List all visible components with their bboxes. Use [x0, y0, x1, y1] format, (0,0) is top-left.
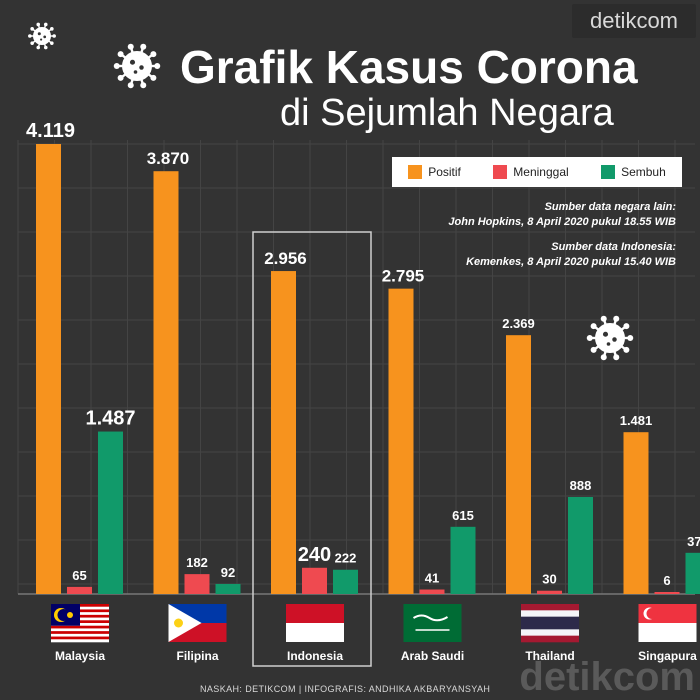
bar-positif-thailand — [506, 335, 531, 594]
bar-meninggal-filipina — [184, 574, 210, 594]
data-label-sembuh-filipina: 92 — [221, 565, 235, 580]
legend-item-meninggal: Meninggal — [493, 165, 569, 179]
footer-credit: NASKAH: DETIKCOM | INFOGRAFIS: ANDHIKA A… — [200, 684, 491, 694]
bar-positif-malaysia — [36, 144, 61, 594]
virus-icon — [28, 22, 56, 50]
bar-sembuh-arab-saudi — [450, 526, 476, 594]
data-label-positif-filipina: 3.870 — [147, 149, 190, 168]
x-tick-label-singapura: Singapura — [638, 649, 697, 663]
bar-positif-filipina — [153, 171, 179, 595]
x-tick-label-arab-saudi: Arab Saudi — [401, 649, 464, 663]
chart-title-line2: di Sejumlah Negara — [280, 92, 614, 134]
data-label-meninggal-indonesia: 240 — [298, 544, 331, 566]
bar-sembuh-filipina — [215, 583, 241, 594]
data-label-meninggal-malaysia: 65 — [72, 568, 86, 583]
data-label-meninggal-arab-saudi: 41 — [425, 571, 439, 586]
thailand-flag-icon — [521, 604, 579, 643]
saudi-arabia-flag-icon — [403, 604, 462, 642]
legend-swatch-meninggal — [493, 165, 508, 179]
philippines-flag-icon — [168, 604, 227, 642]
data-label-positif-indonesia: 2.956 — [264, 249, 307, 268]
x-tick-label-thailand: Thailand — [525, 649, 574, 663]
brand-logo-top: detikcom — [572, 4, 696, 38]
x-tick-label-filipina: Filipina — [177, 649, 219, 663]
virus-icon — [113, 43, 161, 89]
bar-meninggal-indonesia — [302, 567, 327, 594]
data-label-sembuh-thailand: 888 — [570, 478, 592, 493]
data-label-meninggal-thailand: 30 — [542, 572, 556, 587]
source-title-indonesia: Sumber data Indonesia: — [551, 241, 676, 253]
bar-meninggal-thailand — [537, 590, 562, 594]
legend-label-positif: Positif — [428, 165, 461, 179]
bar-positif-singapura — [623, 432, 649, 594]
legend-item-positif: Positif — [408, 165, 461, 179]
data-label-meninggal-singapura: 6 — [663, 573, 670, 588]
legend-label-sembuh: Sembuh — [621, 165, 666, 179]
data-label-positif-arab-saudi: 2.795 — [382, 267, 425, 286]
indonesia-flag-icon — [286, 604, 344, 642]
bar-sembuh-thailand — [568, 496, 593, 594]
legend-swatch-sembuh — [601, 165, 616, 179]
legend-label-meninggal: Meninggal — [513, 165, 569, 179]
data-label-sembuh-indonesia: 222 — [335, 551, 357, 566]
chart-legend: Positif Meninggal Sembuh — [392, 157, 682, 187]
highlight-box-indonesia — [252, 231, 372, 667]
legend-swatch-positif — [408, 165, 423, 179]
source-note-indonesia: Sumber data Indonesia: Kemenkes, 8 April… — [336, 240, 676, 270]
bar-sembuh-singapura — [685, 552, 700, 594]
data-label-meninggal-filipina: 182 — [186, 555, 208, 570]
virus-icon — [586, 315, 634, 361]
bar-sembuh-indonesia — [333, 569, 358, 594]
source-title-other: Sumber data negara lain: — [544, 201, 676, 213]
bar-positif-indonesia — [271, 271, 296, 594]
bar-sembuh-malaysia — [98, 431, 123, 594]
source-text-other: John Hopkins, 8 April 2020 pukul 18.55 W… — [448, 216, 676, 228]
bar-meninggal-arab-saudi — [419, 589, 445, 594]
bar-meninggal-singapura — [654, 592, 680, 594]
source-note-other: Sumber data negara lain: John Hopkins, 8… — [336, 200, 676, 230]
brand-logo-bottom: detikcom — [519, 655, 695, 699]
legend-item-sembuh: Sembuh — [601, 165, 666, 179]
data-label-positif-thailand: 2.369 — [502, 316, 535, 331]
x-tick-label-malaysia: Malaysia — [55, 649, 105, 663]
malaysia-flag-icon — [51, 604, 109, 643]
data-label-sembuh-malaysia: 1.487 — [85, 408, 135, 430]
data-label-positif-singapura: 1.481 — [620, 413, 653, 428]
singapore-flag-icon — [638, 604, 697, 642]
x-tick-label-indonesia: Indonesia — [287, 649, 343, 663]
chart-title-line1: Grafik Kasus Corona — [180, 41, 638, 93]
bar-meninggal-malaysia — [67, 586, 92, 594]
bar-positif-arab-saudi — [388, 288, 414, 594]
data-label-sembuh-arab-saudi: 615 — [452, 508, 474, 523]
source-text-indonesia: Kemenkes, 8 April 2020 pukul 15.40 WIB — [466, 256, 676, 268]
data-label-positif-malaysia: 4.119 — [26, 120, 75, 142]
data-label-sembuh-singapura: 377 — [687, 534, 700, 549]
